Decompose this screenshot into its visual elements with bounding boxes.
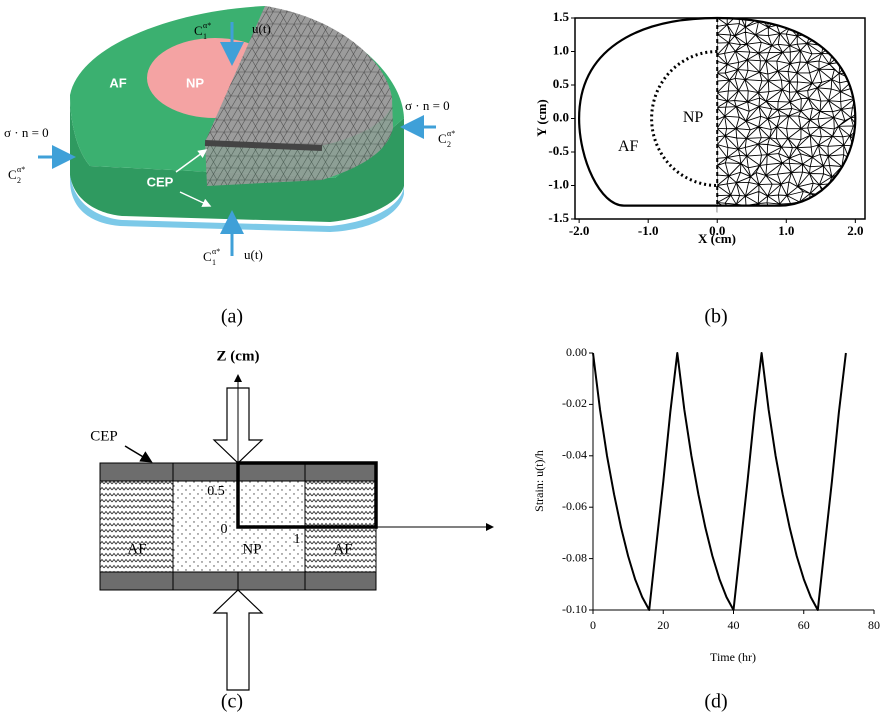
pointer (179, 191, 212, 207)
pointer (124, 445, 153, 463)
mesh-front (205, 98, 393, 186)
y-tick-label: 0.5 (553, 76, 570, 91)
x-tick-label: 20 (657, 618, 669, 632)
y-tick-label: -1.5 (548, 210, 569, 225)
conc-base: C (194, 23, 203, 38)
panel-label: (a) (221, 306, 243, 328)
x-tick-label: 0.0 (709, 223, 725, 238)
load-arrow (212, 589, 264, 691)
y-tick-label: 1.5 (553, 9, 570, 24)
axis-label: Z (cm) (217, 348, 260, 364)
conc-sub: 2 (447, 140, 451, 149)
y-tick-label: -0.02 (562, 396, 587, 410)
region-label: CEP (147, 174, 174, 189)
region-label: AF (618, 138, 639, 155)
conc-sup: α* (203, 21, 211, 30)
mesh-band (204, 140, 323, 151)
x-tick-label: 2.0 (847, 223, 863, 238)
region-label: NP (186, 75, 204, 90)
conc-sub: 1 (212, 258, 216, 267)
x-tick-label: 80 (868, 618, 880, 632)
x-tick-label: 1.0 (778, 223, 794, 238)
x-axis-label: Time (hr) (710, 650, 756, 664)
y-axis-label: Y (cm) (534, 99, 549, 136)
tick-label: 0 (221, 522, 228, 537)
region-label: AF (333, 541, 352, 557)
pointer (175, 149, 208, 173)
x-tick-label: -1.0 (638, 223, 659, 238)
y-tick-label: -0.08 (562, 550, 587, 564)
x-tick-label: -2.0 (569, 223, 590, 238)
conc-base: C (8, 167, 17, 182)
tick-label: 1 (294, 532, 301, 547)
panel-label: (c) (221, 691, 243, 713)
side-face (70, 95, 404, 222)
mesh-top (205, 6, 393, 146)
y-tick-label: 1.0 (553, 42, 569, 57)
region-label: AF (109, 75, 126, 90)
y-axis-label: Strain: u(t)/h (532, 450, 546, 512)
region-label: NP (242, 541, 261, 557)
y-tick-label: -1.0 (548, 176, 569, 191)
outline (577, 16, 857, 207)
x-tick-label: 60 (798, 618, 810, 632)
region-label: NP (683, 109, 704, 126)
boundary-label: σ · n = 0 (405, 98, 450, 113)
boundary-label: σ · n = 0 (4, 125, 49, 140)
disp-label: u(t) (252, 21, 271, 36)
af-left (99, 480, 174, 573)
mesh-lines (716, 12, 856, 216)
y-tick-label: -0.10 (562, 602, 587, 616)
x-axis-label: X (cm) (698, 231, 736, 246)
panel-a: AF NP CEP σ · n = 0 σ · n = 0 u(t) u(t) (4, 6, 450, 262)
cep-label: CEP (90, 428, 118, 444)
y-tick-label: -0.06 (562, 499, 587, 513)
conc-sup: α* (212, 247, 220, 256)
conc-sup: α* (17, 165, 25, 174)
panel-label: (b) (704, 306, 727, 328)
y-tick-label: 0.0 (553, 109, 569, 124)
disp-label: u(t) (244, 247, 263, 262)
conc-sup: α* (447, 129, 455, 138)
domain-box (236, 461, 378, 529)
conc-sub: 2 (17, 176, 21, 185)
conc-sub: 1 (203, 32, 207, 41)
y-tick-label: -0.04 (562, 448, 587, 462)
x-tick-label: 0 (590, 618, 596, 632)
panel-label: (d) (704, 691, 727, 713)
mesh (716, 12, 856, 216)
series-line (592, 352, 847, 611)
panel-c: Z (cm) CEP AF NP AF 0.5 0 1 (90, 348, 494, 691)
region-label: AF (127, 541, 146, 557)
y-tick-label: 0.00 (566, 345, 587, 359)
conc-base: C (438, 131, 447, 146)
tick-label: 0.5 (207, 484, 225, 499)
y-tick-label: -0.5 (548, 143, 569, 158)
conc-base: C (203, 249, 212, 264)
x-tick-label: 40 (728, 618, 740, 632)
